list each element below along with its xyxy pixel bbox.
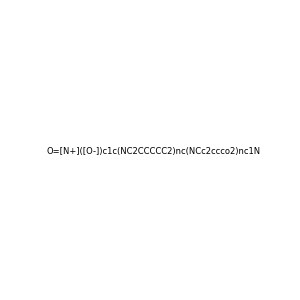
Text: O=[N+]([O-])c1c(NC2CCCCC2)nc(NCc2ccco2)nc1N: O=[N+]([O-])c1c(NC2CCCCC2)nc(NCc2ccco2)n… bbox=[47, 147, 261, 156]
